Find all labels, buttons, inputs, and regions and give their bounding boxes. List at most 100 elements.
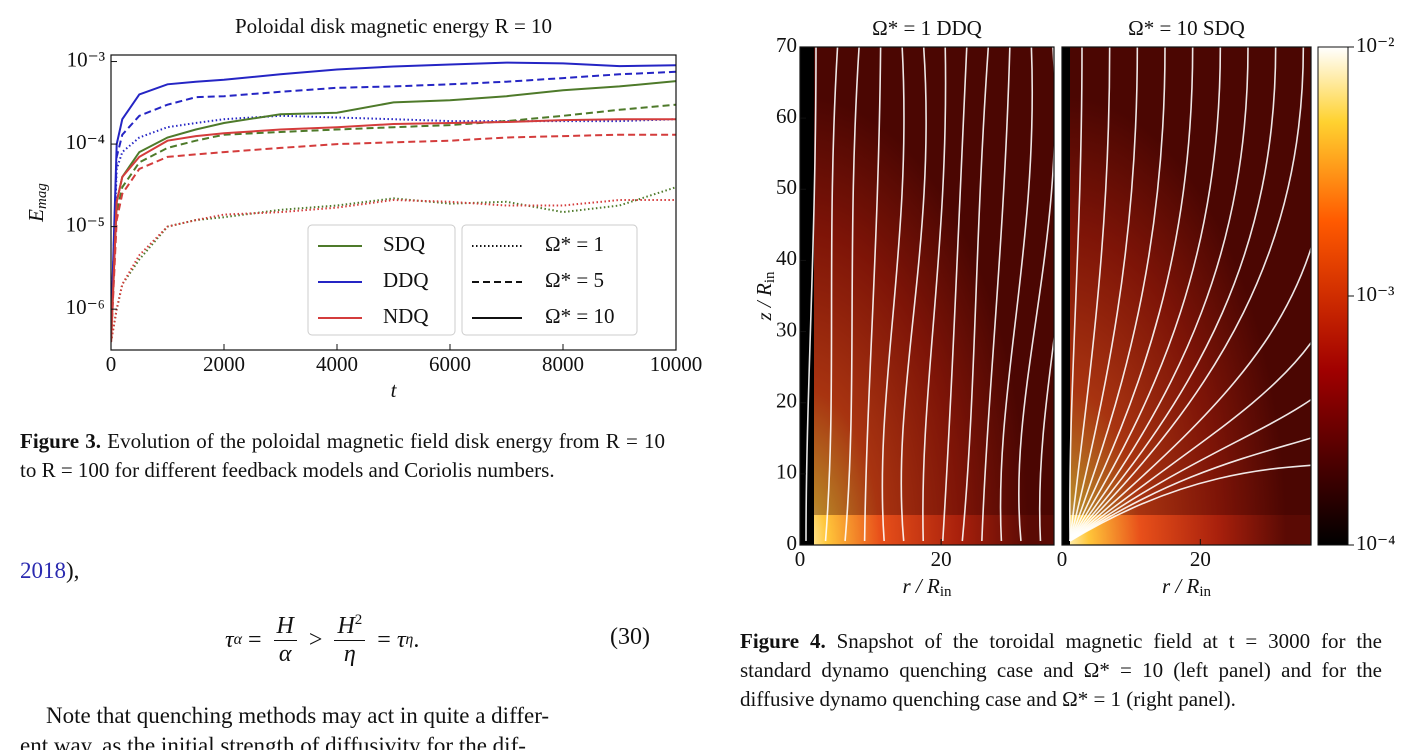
x-tick-label: 2000 <box>203 352 245 376</box>
axes-frame <box>110 54 677 351</box>
streamline <box>805 47 817 542</box>
panel-title: Ω* = 10 SDQ <box>1128 16 1245 40</box>
legend-label: Ω* = 1 <box>545 232 604 256</box>
panel-title: Ω* = 1 DDQ <box>872 16 982 40</box>
legend-label: DDQ <box>383 268 429 292</box>
x-tick-label: 0 <box>106 352 117 376</box>
streamline <box>881 47 905 542</box>
streamline <box>1069 398 1311 542</box>
streamline <box>1069 47 1277 542</box>
x-tick-label: 8000 <box>542 352 584 376</box>
panel-frame <box>799 46 1055 546</box>
panel <box>800 47 1054 545</box>
y-tick-label: 20 <box>776 389 797 413</box>
series-line <box>111 133 676 343</box>
citation: 2018), <box>20 558 79 584</box>
y-tick-label: 70 <box>776 33 797 57</box>
x-axis-label: t <box>391 378 398 402</box>
eq-op: = <box>377 626 391 653</box>
panel <box>1062 47 1311 545</box>
streamline <box>1069 47 1166 542</box>
caption-label: Figure 3. <box>20 429 102 453</box>
eq-sym: τ <box>225 626 234 653</box>
y-tick-label: 30 <box>776 317 797 341</box>
x-tick-label: 20 <box>931 547 952 571</box>
streamline <box>1069 47 1249 542</box>
panel-field <box>1062 47 1311 545</box>
legend-box <box>307 224 456 336</box>
x-axis-label-sub: in <box>940 584 952 600</box>
streamline <box>1069 47 1194 542</box>
streamline <box>1069 47 1111 542</box>
streamline <box>1038 333 1054 542</box>
x-axis-label-base: r / R <box>902 574 940 598</box>
eq-sup: 2 <box>354 612 363 628</box>
eq-num: H2 <box>334 612 366 641</box>
caption-text: Snapshot of the toroidal magnetic field … <box>740 629 1382 711</box>
streamline <box>1069 245 1311 542</box>
y-tick-label: 10⁻⁵ <box>66 212 105 236</box>
caption-text: Evolution of the poloidal magnetic field… <box>20 429 666 482</box>
streamline <box>1069 47 1305 542</box>
series-line <box>111 70 676 335</box>
citation-link[interactable]: 2018 <box>20 558 66 583</box>
y-tick-label: 50 <box>776 175 797 199</box>
streamline <box>900 47 927 542</box>
series-line <box>111 61 676 335</box>
streamline <box>1069 47 1222 542</box>
citation-rest: ), <box>66 558 80 583</box>
eq-op: = <box>248 626 262 653</box>
y-tick-label: 10⁻⁴ <box>66 130 105 154</box>
colorbar-tick-label: 10⁻³ <box>1356 282 1394 306</box>
axis-jet <box>800 47 814 545</box>
x-tick-label: 20 <box>1190 547 1211 571</box>
x-tick-label: 0 <box>1057 547 1068 571</box>
eq-op: > <box>308 626 323 653</box>
y-tick-label: 40 <box>776 246 797 270</box>
colorbar-tick-label: 10⁻² <box>1356 33 1394 57</box>
y-axis-label-base: z / R <box>752 283 776 322</box>
streamline <box>941 47 968 542</box>
legend-label: Ω* = 10 <box>545 304 614 328</box>
colorbar <box>1317 46 1349 546</box>
caption-label: Figure 4. <box>740 629 826 653</box>
panel-shade <box>800 47 1054 515</box>
figure-4-caption: Figure 4. Snapshot of the toroidal magne… <box>740 627 1382 714</box>
y-tick-label: 10⁻³ <box>67 47 105 71</box>
streamline <box>1069 47 1083 542</box>
y-axis-label-sub: in <box>762 271 778 283</box>
x-tick-label: 0 <box>795 547 806 571</box>
y-axis-label-base: E <box>24 209 48 223</box>
panel-field <box>800 47 1054 545</box>
paragraph-line: ent way, as the initial strength of diff… <box>20 733 526 750</box>
colorbar-tick-label: 10⁻⁴ <box>1356 531 1395 555</box>
x-axis-label: r / Rin <box>902 574 952 601</box>
streamline <box>961 47 990 542</box>
legend-label: SDQ <box>383 232 425 256</box>
streamline <box>1069 341 1311 542</box>
figure-3-caption: Figure 3. Evolution of the poloidal magn… <box>20 427 665 485</box>
series-line <box>111 103 676 343</box>
y-axis-label-sub: mag <box>34 183 50 209</box>
x-tick-label: 6000 <box>429 352 471 376</box>
eq-sym: τ <box>396 626 406 653</box>
x-axis-label-sub: in <box>1199 584 1211 600</box>
streamline <box>1069 47 1139 542</box>
streamline <box>824 47 839 542</box>
panel-shade <box>1062 47 1311 515</box>
streamline <box>981 47 1011 542</box>
y-axis-label: Emag <box>24 183 51 223</box>
eq-sub: η <box>405 631 414 648</box>
eq-base: H <box>337 613 355 639</box>
eq-fraction: H2 η <box>334 612 366 668</box>
streamline <box>999 47 1034 542</box>
streamline <box>1069 437 1311 542</box>
x-axis-label-base: r / R <box>1162 574 1200 598</box>
y-tick-label: 60 <box>776 104 797 128</box>
paragraph-line: Note that quenching methods may act in q… <box>46 703 550 728</box>
y-axis-label: z / Rin <box>752 271 779 322</box>
